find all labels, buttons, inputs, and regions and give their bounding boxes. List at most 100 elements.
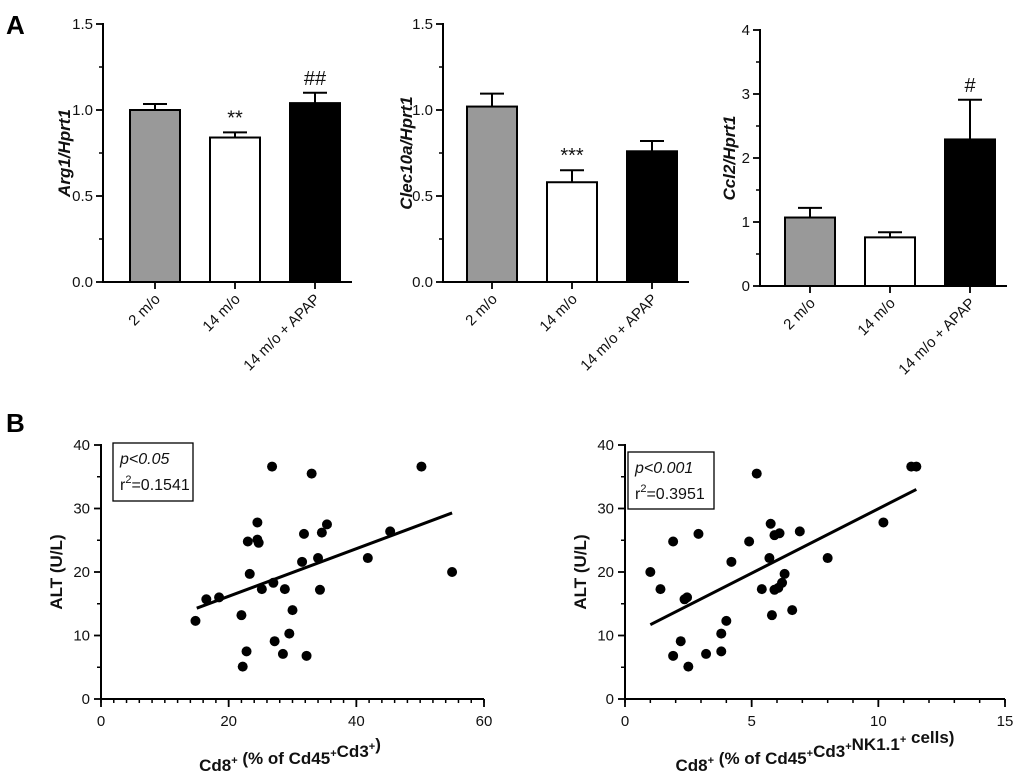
significance-marker: #	[964, 75, 976, 97]
data-point	[682, 592, 693, 603]
x-label-part: Cd8	[199, 756, 231, 775]
x-axis-label: Cd8+ (% of Cd45+Cd3+)	[199, 735, 381, 775]
y-tick-label: 0.5	[72, 188, 93, 205]
data-point	[298, 528, 309, 539]
data-point	[668, 536, 679, 547]
data-point	[201, 594, 212, 605]
x-tick-label: 14 m/o	[199, 291, 243, 335]
bar	[209, 136, 261, 283]
data-point	[242, 536, 253, 547]
y-tick-label: 3	[742, 86, 750, 103]
y-tick-label: 30	[73, 501, 90, 518]
data-point	[794, 526, 805, 537]
y-axis-label: Arg1/Hprt1	[55, 109, 74, 198]
r-squared: r2=0.3951	[635, 483, 705, 503]
y-tick-label: 1	[742, 214, 750, 231]
x-tick-label: 14 m/o + APAP	[895, 295, 978, 378]
y-tick-label: 1.5	[72, 16, 93, 33]
r-squared-value: =0.1541	[131, 477, 189, 494]
data-point	[645, 567, 656, 577]
data-point	[316, 527, 327, 538]
data-point	[787, 605, 798, 616]
panel-label-b: B	[6, 408, 25, 438]
x-axis-label: Cd8+ (% of Cd45+Cd3+NK1.1+ cells)	[676, 728, 955, 775]
y-tick-label: 1.5	[412, 16, 433, 33]
data-point	[252, 517, 263, 528]
data-point	[726, 556, 737, 567]
x-tick-label: 14 m/o + APAP	[240, 291, 323, 374]
x-tick-label: 14 m/o + APAP	[577, 291, 660, 374]
bar	[546, 181, 598, 284]
data-point	[301, 650, 312, 661]
data-point	[279, 584, 290, 595]
r-squared: r2=0.1541	[120, 474, 190, 494]
regression-line	[649, 488, 918, 627]
x-tick-label: 14 m/o	[854, 295, 898, 339]
y-tick-label: 1.0	[72, 102, 93, 119]
stats-box	[112, 442, 194, 502]
data-point	[277, 648, 288, 659]
x-label-superscript: +	[807, 748, 813, 760]
significance-marker: **	[227, 107, 243, 129]
data-point	[774, 528, 785, 539]
data-point	[822, 553, 833, 564]
data-point	[256, 584, 267, 595]
y-tick-label: 2	[742, 150, 750, 167]
data-point	[683, 661, 694, 672]
x-tick-label: 0	[97, 713, 105, 730]
bar	[944, 138, 996, 287]
y-axis-label: Clec10a/Hprt1	[397, 96, 416, 209]
x-label-part: Cd3	[337, 742, 369, 761]
x-tick-label: 20	[220, 713, 237, 730]
data-point	[744, 536, 755, 547]
y-tick-label: 4	[742, 22, 750, 39]
data-point	[756, 584, 767, 595]
r-superscript: 2	[640, 483, 646, 495]
x-label-part: (% of Cd45	[714, 749, 807, 768]
x-label-superscript: +	[330, 748, 336, 760]
bar-chart-ccl2: 0 1 2 3 4 Ccl2/Hprt1 2 m/o 14 m/o14 m/o + APAP #	[720, 22, 1007, 378]
data-point	[237, 661, 248, 672]
x-label-part: NK1.1	[852, 735, 900, 754]
y-axis-label: ALT (U/L)	[571, 534, 590, 609]
data-point	[321, 519, 332, 530]
x-tick-label: 5	[747, 713, 755, 730]
data-point	[766, 610, 777, 621]
bar	[864, 236, 916, 287]
data-point	[779, 568, 790, 579]
data-point	[362, 553, 373, 564]
r-symbol: r	[120, 477, 126, 494]
bar	[626, 150, 678, 283]
r-squared-value: =0.3951	[646, 486, 704, 503]
p-value: p<0.001	[634, 460, 693, 477]
y-axis-label: Ccl2/Hprt1	[720, 115, 739, 200]
bar	[466, 105, 518, 283]
panel-label-a: A	[6, 10, 25, 40]
x-tick-label: 40	[348, 713, 365, 730]
x-label-part: (% of Cd45	[238, 749, 331, 768]
significance-marker: ***	[560, 145, 584, 167]
y-tick-label: 0.5	[412, 188, 433, 205]
stats-box	[627, 451, 715, 510]
y-tick-label: 0	[606, 691, 614, 708]
data-point	[716, 628, 727, 639]
data-point	[777, 577, 788, 588]
data-point	[416, 461, 427, 472]
x-tick-label: 14 m/o	[536, 291, 580, 335]
y-tick-label: 10	[597, 628, 614, 645]
data-point	[764, 553, 775, 564]
y-tick-label: 40	[597, 437, 614, 454]
x-tick-label: 2 m/o	[462, 291, 501, 330]
data-point	[385, 526, 396, 537]
data-point	[253, 537, 264, 548]
bar-chart-arg1: 0.0 0.5 1.0 1.5 Arg1/Hprt1 2 m/o 14 m/o ** 14 m/…	[55, 16, 352, 374]
y-axis-label: ALT (U/L)	[47, 534, 66, 609]
data-point	[668, 650, 679, 661]
x-label-superscript: +	[845, 741, 851, 753]
data-point	[268, 577, 279, 588]
y-tick-label: 0	[742, 278, 750, 295]
y-tick-label: 40	[73, 437, 90, 454]
